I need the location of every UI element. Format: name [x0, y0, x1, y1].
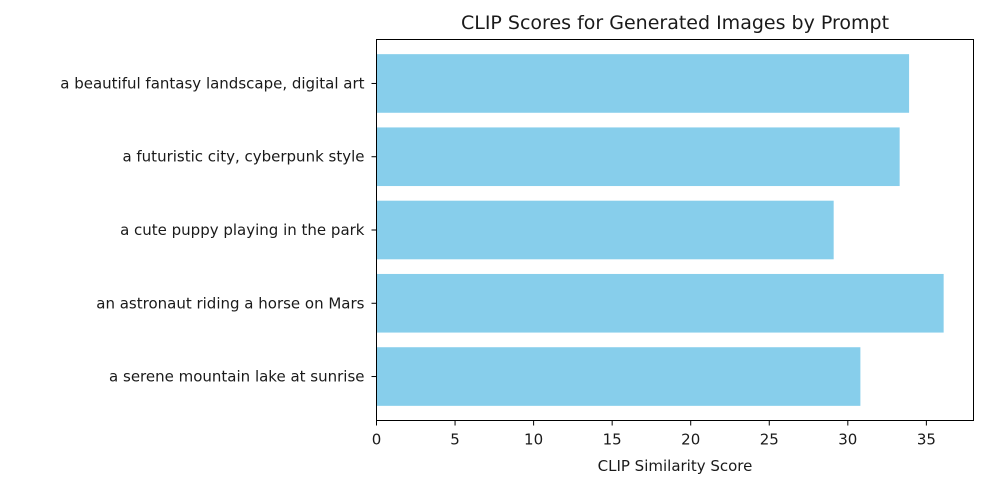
x-axis-label: CLIP Similarity Score [598, 457, 753, 475]
x-axis: 0 5 10 15 20 25 30 35 [372, 420, 936, 449]
x-tick-label: 35 [917, 431, 936, 449]
x-tick-label: 15 [603, 431, 622, 449]
y-tick-label: a cute puppy playing in the park [120, 221, 365, 239]
x-tick-label: 0 [372, 431, 382, 449]
y-tick-label: a serene mountain lake at sunrise [109, 368, 364, 386]
y-tick-label: a beautiful fantasy landscape, digital a… [60, 74, 364, 92]
bar [376, 127, 900, 187]
x-tick-label: 25 [760, 431, 779, 449]
x-tick-label: 20 [681, 431, 700, 449]
bar [376, 273, 944, 333]
bar [376, 347, 861, 406]
y-tick-label: a futuristic city, cyberpunk style [122, 148, 364, 166]
y-axis: a serene mountain lake at sunrise an astr… [60, 74, 377, 386]
x-tick-label: 10 [524, 431, 543, 449]
x-tick-label: 5 [450, 431, 460, 449]
bar [376, 54, 910, 113]
x-tick-label: 30 [838, 431, 857, 449]
bars-layer [376, 54, 944, 406]
chart-title: CLIP Scores for Generated Images by Prom… [461, 12, 889, 34]
bar [376, 200, 834, 260]
y-tick-label: an astronaut riding a horse on Mars [96, 294, 364, 312]
